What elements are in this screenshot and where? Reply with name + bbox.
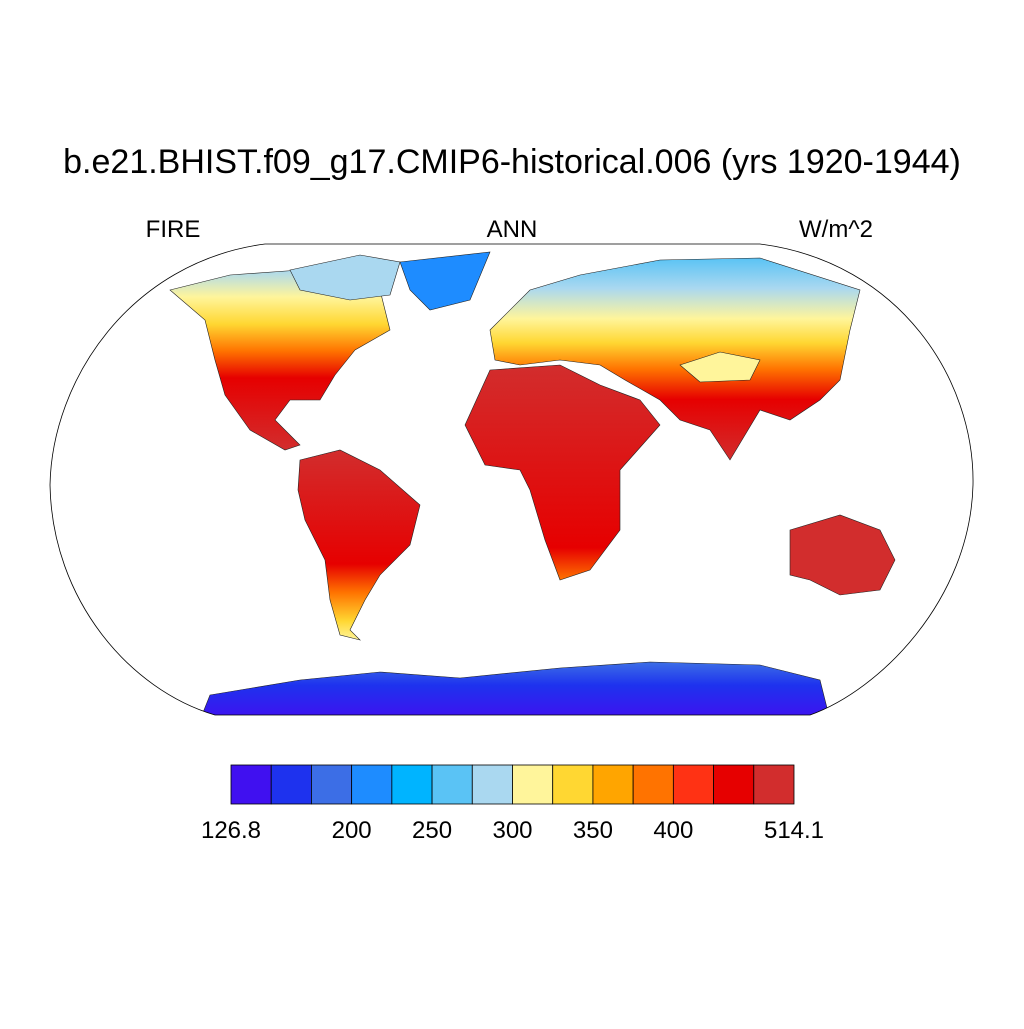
colorbar-box bbox=[471, 764, 513, 805]
colorbar-label: 350 bbox=[573, 817, 613, 844]
south-america bbox=[297, 449, 421, 641]
australia bbox=[789, 514, 896, 596]
colorbar-box bbox=[230, 764, 272, 805]
colorbar-box bbox=[713, 764, 755, 805]
colorbar-box bbox=[512, 764, 554, 805]
colorbar-box bbox=[753, 764, 795, 805]
map-frame bbox=[49, 243, 974, 716]
colorbar-box bbox=[311, 764, 353, 805]
colorbar-box bbox=[351, 764, 393, 805]
colorbar: 126.8 200 250 300 350 400 514.1 bbox=[201, 764, 824, 844]
center-label: ANN bbox=[487, 216, 538, 243]
africa bbox=[464, 364, 661, 581]
map bbox=[169, 251, 896, 715]
greenland bbox=[399, 251, 491, 311]
antarctica bbox=[199, 661, 831, 715]
canada-arctic bbox=[289, 254, 401, 301]
colorbar-label: 514.1 bbox=[764, 817, 824, 844]
right-label: W/m^2 bbox=[799, 216, 873, 243]
colorbar-label: 300 bbox=[492, 817, 532, 844]
colorbar-box bbox=[592, 764, 634, 805]
colorbar-box bbox=[391, 764, 433, 805]
colorbar-box bbox=[431, 764, 473, 805]
tibet bbox=[679, 351, 761, 383]
colorbar-label: 250 bbox=[412, 817, 452, 844]
eurasia bbox=[489, 257, 861, 461]
colorbar-box bbox=[552, 764, 594, 805]
colorbar-label: 200 bbox=[332, 817, 372, 844]
colorbar-label: 126.8 bbox=[201, 817, 261, 844]
colorbar-box bbox=[632, 764, 674, 805]
title: b.e21.BHIST.f09_g17.CMIP6-historical.006… bbox=[63, 143, 961, 181]
colorbar-label: 400 bbox=[653, 817, 693, 844]
left-label: FIRE bbox=[146, 216, 201, 243]
colorbar-box bbox=[672, 764, 714, 805]
colorbar-box bbox=[270, 764, 312, 805]
